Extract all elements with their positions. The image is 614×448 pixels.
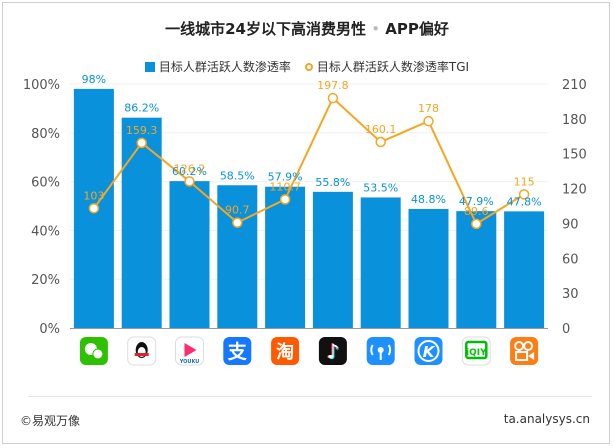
bar-value-label: 98% <box>82 73 106 86</box>
y-left-tick-label: 40% <box>31 224 60 239</box>
y-right-tick-label: 60 <box>562 252 579 267</box>
y-left-tick-label: 100% <box>23 78 60 93</box>
tgi-point <box>375 136 386 148</box>
y-right-tick-label: 90 <box>562 217 579 232</box>
bar <box>408 208 449 328</box>
tgi-point <box>518 189 530 200</box>
alipay-icon: 支付宝支 <box>223 337 252 365</box>
footer-site: ta.analysys.cn <box>503 412 590 426</box>
title-separator: • <box>371 20 381 38</box>
kuaishou-icon: 快手 <box>510 337 539 365</box>
tgi-value-label: 89.6 <box>464 205 489 218</box>
bar-value-label: 86.2% <box>124 102 159 115</box>
bar-value-label: 53.5% <box>363 181 398 194</box>
wechat-icon: 微信 <box>79 337 108 365</box>
svg-text:♪: ♪ <box>326 339 339 363</box>
svg-text:iQIY: iQIY <box>466 348 487 358</box>
legend-line-swatch <box>304 62 313 71</box>
tgi-value-label: 90.7 <box>225 204 250 217</box>
bar <box>121 117 162 328</box>
y-right-tick-label: 30 <box>562 287 579 302</box>
bar-value-label: 60.2% <box>172 165 207 178</box>
tgi-point <box>327 92 339 104</box>
title-main: 一线城市24岁以下高消费男性 <box>165 20 366 38</box>
tgi-point <box>88 203 100 214</box>
tgi-value-label: 115 <box>514 175 535 188</box>
y-left-tick-label: 60% <box>31 176 60 191</box>
bar <box>360 197 401 328</box>
bar <box>169 181 210 328</box>
tgi-point <box>423 115 434 127</box>
svg-text:淘: 淘 <box>276 341 294 363</box>
y-right-tick-label: 120 <box>562 183 587 198</box>
y-right-tick-label: 150 <box>562 148 587 163</box>
bar <box>217 185 258 328</box>
title-suffix: APP偏好 <box>385 20 449 38</box>
y-left-tick-label: 80% <box>31 127 60 142</box>
tgi-point <box>184 176 195 187</box>
tgi-value-label: 110.7 <box>269 180 301 193</box>
bar-value-label: 58.5% <box>220 169 255 182</box>
footer-divider <box>28 396 592 397</box>
tgi-value-label: 178 <box>418 102 439 115</box>
bar <box>312 191 353 328</box>
svg-text:YOUKU: YOUKU <box>179 359 200 365</box>
bar <box>265 186 306 328</box>
tgi-point <box>471 218 482 230</box>
chart-frame <box>2 2 610 444</box>
tgi-point <box>232 217 243 228</box>
qq-icon: QQ <box>127 336 157 366</box>
bar <box>456 211 497 328</box>
bar-value-label: 47.8% <box>507 195 542 208</box>
tgi-value-label: 126.2 <box>174 162 206 175</box>
tgi-value-label: 159.3 <box>126 124 158 137</box>
tgi-value-label: 197.8 <box>317 79 349 92</box>
douyin-icon: 抖音 ♪♪♪ <box>318 337 347 365</box>
chart-title: 一线城市24岁以下高消费男性 • APP偏好 <box>0 18 614 39</box>
svg-text:K: K <box>423 343 436 361</box>
footer-copyright: ©易观万像 <box>20 414 81 428</box>
legend-bar-swatch <box>144 61 155 72</box>
taobao-icon: 淘宝淘 <box>271 337 300 365</box>
bar-value-label: 47.9% <box>459 195 494 208</box>
tgi-point <box>136 137 147 149</box>
legend-line-label: 目标人群活跃人数渗透率TGI <box>316 60 470 74</box>
tgi-value-label: 103 <box>83 189 104 202</box>
wifi-key-icon: WiFi万能钥匙 <box>366 337 395 365</box>
tgi-point <box>279 194 291 205</box>
svg-text:支: 支 <box>227 341 248 363</box>
legend: 目标人群活跃人数渗透率 目标人群活跃人数渗透率TGI <box>0 58 614 75</box>
y-right-tick-label: 180 <box>562 113 587 128</box>
svg-text:♪: ♪ <box>327 339 340 363</box>
bar-value-label: 57.9% <box>268 171 303 184</box>
tgi-value-label: 160.1 <box>365 123 397 136</box>
iqiyi-icon: 爱奇艺 iQIY <box>461 336 491 366</box>
kugou-icon: 酷狗音乐 K <box>414 337 443 365</box>
bar-value-label: 48.8% <box>411 193 446 206</box>
bar-value-label: 55.8% <box>315 176 350 189</box>
y-left-tick-label: 0% <box>39 322 60 337</box>
svg-text:♪: ♪ <box>328 340 341 364</box>
bar <box>504 211 545 328</box>
legend-bar-label: 目标人群活跃人数渗透率 <box>158 60 291 74</box>
y-right-tick-label: 0 <box>562 322 570 337</box>
y-right-tick-label: 210 <box>562 78 587 93</box>
youku-icon: 优酷YOUKU <box>175 336 204 366</box>
y-left-tick-label: 20% <box>31 273 60 288</box>
tgi-line <box>93 96 525 226</box>
